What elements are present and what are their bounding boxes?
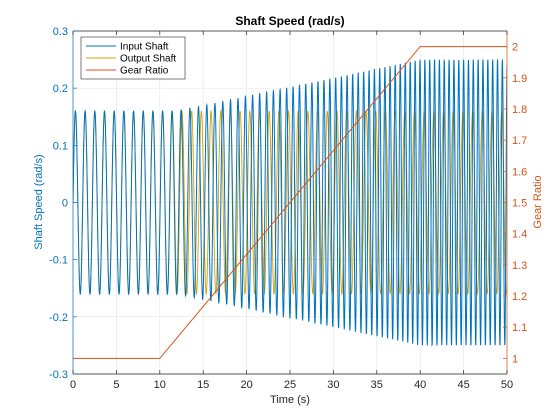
y-left-tick-label: 0.2 (53, 83, 68, 95)
x-tick-label: 0 (70, 379, 76, 391)
x-tick-label: 35 (371, 379, 383, 391)
x-tick-label: 20 (240, 379, 252, 391)
x-tick-label: 40 (414, 379, 426, 391)
y-left-tick-label: 0.1 (53, 140, 68, 152)
y-right-tick-label: 1.9 (512, 73, 527, 85)
series-group (73, 46, 507, 359)
y-right-tick-label: 1.4 (512, 229, 527, 241)
y-right-axis-label: Gear Ratio (532, 175, 544, 228)
x-tick-label: 10 (154, 379, 166, 391)
y-right-tick-label: 1 (512, 353, 518, 365)
legend-label-gear-ratio: Gear Ratio (120, 66, 169, 77)
axes: 0 5 10 15 20 25 30 35 40 45 50 -0.3 -0.2 -0.1 0 0.1 0.2 0… (49, 26, 527, 391)
x-tick-label: 30 (327, 379, 339, 391)
y-right-tick-label: 2 (512, 42, 518, 54)
y-left-tick-label: -0.1 (49, 255, 68, 267)
y-left-tick-label: 0.3 (53, 26, 68, 38)
chart-title: Shaft Speed (rad/s) (235, 14, 344, 28)
y-left-tick-label: 0 (62, 198, 68, 210)
y-left-tick-label: -0.3 (49, 369, 68, 381)
series-gear-ratio (73, 46, 507, 359)
y-right-tick-label: 1.1 (512, 322, 527, 334)
legend-label-output-shaft: Output Shaft (120, 54, 176, 65)
legend-label-input-shaft: Input Shaft (120, 42, 169, 53)
y-right-tick-label: 1.6 (512, 166, 527, 178)
plot-area (73, 46, 507, 359)
x-tick-label: 15 (197, 379, 209, 391)
y-right-tick-label: 1.5 (512, 198, 527, 210)
series-input-shaft (73, 58, 507, 347)
y-right-tick-label: 1.3 (512, 260, 527, 272)
y-left-axis-label: Shaft Speed (rad/s) (33, 154, 45, 249)
x-tick-label: 25 (284, 379, 296, 391)
x-axis-label: Time (s) (270, 394, 310, 406)
x-tick-label: 5 (113, 379, 119, 391)
legend: Input Shaft Output Shaft Gear Ratio (80, 36, 186, 80)
x-tick-label: 45 (457, 379, 469, 391)
y-right-tick-label: 1.7 (512, 135, 527, 147)
y-right-tick-label: 1.2 (512, 291, 527, 303)
x-tick-label: 50 (501, 379, 513, 391)
y-left-tick-label: -0.2 (49, 312, 68, 324)
y-right-tick-label: 1.8 (512, 104, 527, 116)
